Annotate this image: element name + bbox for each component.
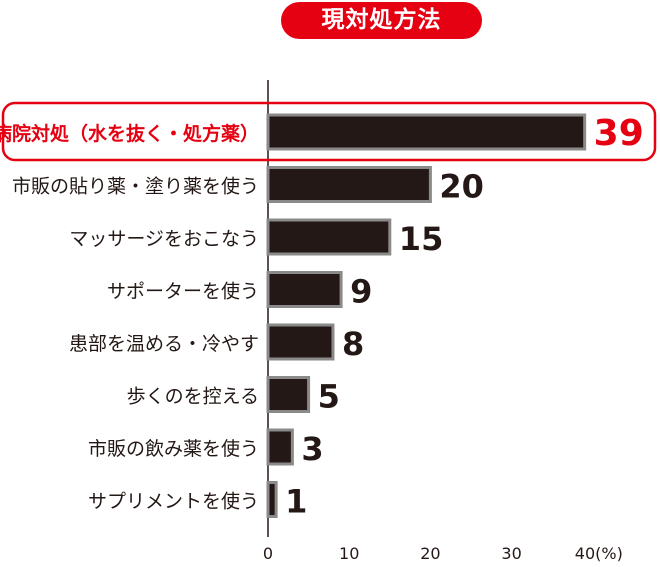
x-tick-label: 40(%) (575, 544, 623, 563)
category-label: 歩くのを控える (127, 386, 259, 408)
value-label: 3 (301, 430, 323, 468)
value-label: 20 (439, 168, 484, 206)
category-label: 病院対処（水を抜く・処方薬） (0, 122, 259, 145)
bar (266, 323, 335, 361)
x-tick-label: 10 (339, 544, 359, 563)
bar (266, 113, 587, 151)
category-label: 市販の貼り薬・塗り薬を使う (12, 175, 259, 198)
category-label: 患部を温める・冷やす (69, 333, 259, 355)
bar (266, 428, 294, 466)
value-label: 9 (350, 273, 372, 311)
bar (266, 218, 392, 256)
bar (266, 376, 311, 413)
x-tick-label: 20 (420, 544, 440, 563)
value-label: 8 (342, 325, 364, 363)
bar (266, 271, 343, 308)
category-label: マッサージをおこなう (69, 228, 259, 250)
x-tick-label: 0 (263, 544, 273, 563)
value-label: 15 (399, 220, 444, 258)
value-label: 39 (594, 113, 644, 154)
highlight-frame (1, 101, 657, 162)
value-label: 5 (318, 378, 340, 416)
x-tick-label: 30 (501, 544, 521, 563)
bar (266, 166, 432, 203)
chart-title: 現対処方法 (281, 2, 482, 39)
category-label: サプリメントを使う (88, 491, 259, 513)
category-label: 市販の飲み薬を使う (88, 438, 259, 460)
value-label: 1 (285, 483, 307, 521)
bar (266, 481, 278, 518)
category-label: サポーターを使う (107, 281, 259, 303)
